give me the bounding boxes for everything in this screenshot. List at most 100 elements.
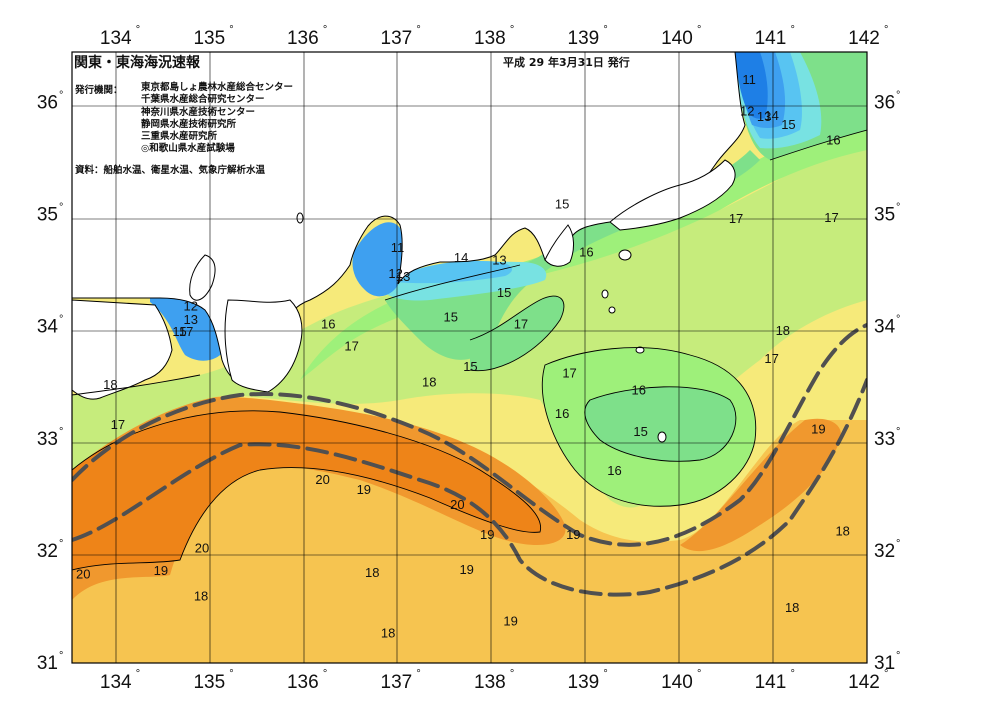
land-kii-peninsula [224, 299, 303, 393]
degree-symbol: ° [896, 426, 900, 438]
degree-symbol: ° [896, 314, 900, 326]
isotherm-label: 19 [503, 613, 517, 628]
isotherm-15c-coast [384, 264, 565, 372]
degree-symbol: ° [790, 668, 794, 680]
degree-symbol: ° [229, 668, 233, 680]
isotherm-label: 18 [365, 565, 379, 580]
longitude-label-bottom: 136 [287, 672, 319, 693]
isotherm-label: 15 [633, 424, 647, 439]
isotherm-label: 16 [826, 132, 840, 147]
isotherm-label: 18 [103, 377, 117, 392]
isotherm-label: 20 [76, 566, 90, 581]
band-19c-patch [443, 561, 522, 620]
degree-symbol: ° [884, 24, 888, 36]
isotherm-label: 19 [811, 422, 825, 437]
land-izu-peninsula [544, 224, 574, 267]
longitude-label-top: 138 [474, 28, 506, 49]
isotherm-label: 12 [388, 266, 402, 281]
band-13c [395, 260, 512, 284]
isotherm-lines [72, 129, 867, 571]
isotherm-label: 18 [422, 375, 436, 390]
isotherm-label: 20 [195, 541, 209, 556]
isotherm-20c [72, 410, 542, 571]
isotherm-label: 17 [729, 211, 743, 226]
degree-symbol: ° [884, 668, 888, 680]
band-20c-east [680, 418, 841, 552]
isotherm-label: 16 [607, 463, 621, 478]
isotherm-label: 17 [111, 417, 125, 432]
isotherm-label: 16 [579, 245, 593, 260]
longitude-label-top: 135 [193, 28, 225, 49]
isotherm-label: 19 [480, 527, 494, 542]
band-15c-izu [470, 296, 564, 371]
degree-symbol: ° [603, 24, 607, 36]
degree-symbol: ° [59, 89, 63, 101]
isotherm-label: 17 [764, 351, 778, 366]
isotherm-label: 11 [742, 72, 756, 87]
map-border [71, 51, 868, 664]
publisher-item: 三重県水産研究所 [141, 131, 218, 143]
isotherm-label: 17 [514, 316, 528, 331]
island-small [296, 212, 304, 224]
isotherm-16c [541, 347, 757, 507]
isotherm-label: 19 [566, 527, 580, 542]
latitude-label-left: 36 [37, 92, 58, 113]
degree-symbol: ° [416, 24, 420, 36]
degree-symbol: ° [697, 668, 701, 680]
isotherm-label: 16 [321, 316, 335, 331]
latitude-label-left: 31 [37, 653, 58, 674]
latitude-label-left: 33 [37, 429, 58, 450]
isotherm-label: 15 [781, 117, 795, 132]
longitude-label-bottom: 140 [661, 672, 693, 693]
isotherm-17c [72, 374, 201, 396]
graticule [72, 52, 867, 663]
data-source-note: 資料：船舶水温、衛星水温、気象庁解析水温 [75, 165, 266, 176]
isotherm-label: 18 [835, 524, 849, 539]
island-miyakejima [635, 346, 645, 354]
degree-symbol: ° [136, 668, 140, 680]
isotherm-label: 11 [391, 240, 405, 255]
degree-symbol: ° [790, 24, 794, 36]
kuroshio-axis [72, 323, 867, 597]
publisher-item: 静岡県水産技術研究所 [141, 118, 237, 130]
longitude-label-top: 140 [661, 28, 693, 49]
degree-symbol: ° [229, 24, 233, 36]
isotherm-label: 16 [555, 406, 569, 421]
latitude-label-right: 34 [874, 317, 896, 338]
land-boso-peninsula [609, 159, 736, 231]
latitude-label-right: 32 [874, 541, 895, 562]
longitude-label-bottom: 141 [755, 672, 787, 693]
degree-symbol: ° [323, 668, 327, 680]
longitude-label-bottom: 139 [568, 672, 600, 693]
isotherm-label: 14 [764, 108, 778, 123]
latitude-label-right: 36 [874, 92, 895, 113]
latitude-labels-right: 36 °35 °34 °33 °32 °31 ° [874, 89, 900, 674]
latitude-label-right: 31 [874, 653, 895, 674]
isotherm-label: 17 [179, 324, 193, 339]
degree-symbol: ° [323, 24, 327, 36]
degree-symbol: ° [59, 314, 63, 326]
latitude-label-left: 35 [37, 205, 58, 226]
isotherm-label: 15 [497, 285, 511, 300]
isotherm-label: 19 [154, 563, 168, 578]
band-21c [72, 410, 541, 570]
isotherm-label: 16 [632, 382, 646, 397]
isotherm-label: 15 [555, 196, 569, 211]
longitude-label-top: 142 [848, 28, 880, 49]
isotherm-label: 15 [463, 359, 477, 374]
isotherm-16c-east [769, 129, 867, 161]
degree-symbol: ° [416, 668, 420, 680]
latitude-label-right: 33 [874, 429, 895, 450]
degree-symbol: ° [603, 668, 607, 680]
isotherm-label: 17 [344, 339, 358, 354]
isotherm-label: 18 [785, 600, 799, 615]
publisher-item: 千葉県水産総合研究センター [141, 94, 265, 106]
land-shikoku [72, 299, 173, 400]
kuroshio-south-edge [72, 378, 867, 597]
isotherm-label: 13 [492, 252, 506, 267]
longitude-labels-bottom: 134 ° 135 ° 136 ° 137 ° 138 ° 139 ° 140 ° 141 ° 142 ° [100, 668, 888, 693]
latitude-labels-left: 36 °35 °34 °33 °32 °31 ° [37, 89, 64, 674]
degree-symbol: ° [896, 650, 900, 662]
longitude-labels-top: 134 ° 135 ° 136 ° 137 ° 138 ° 139 ° 140 ° 141 ° 142 ° [100, 24, 888, 49]
